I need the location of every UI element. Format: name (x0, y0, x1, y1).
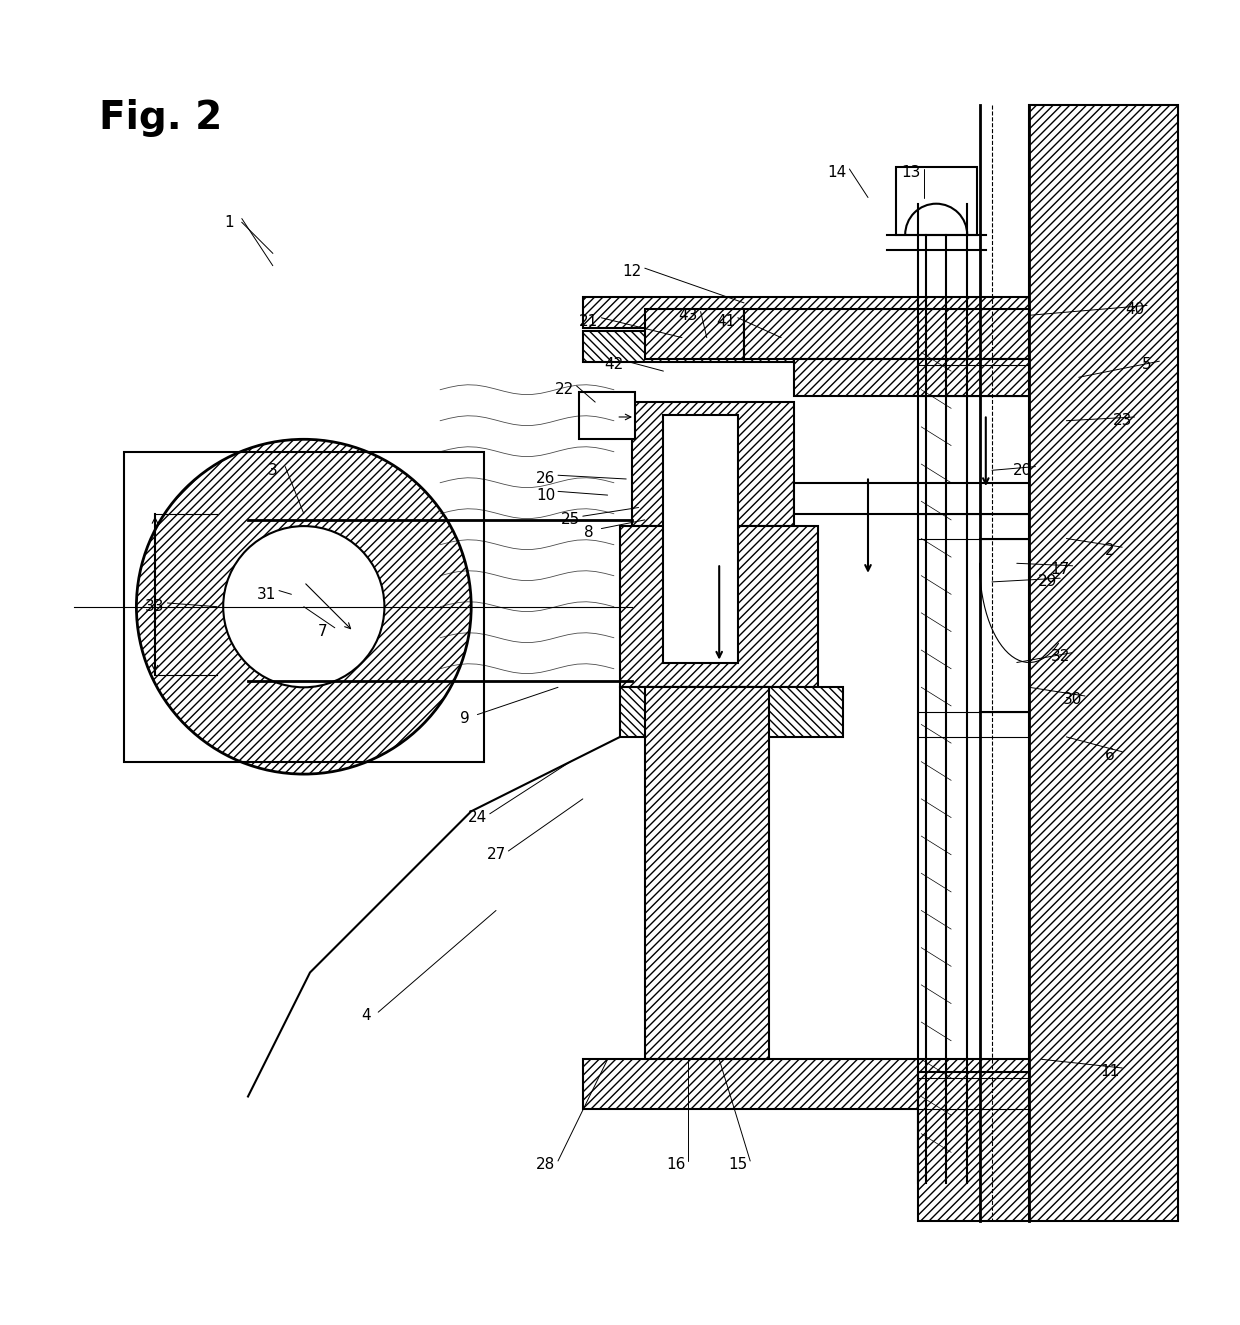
Text: 14: 14 (827, 166, 847, 180)
Text: 41: 41 (715, 314, 735, 329)
Text: 21: 21 (579, 314, 599, 329)
Text: 29: 29 (1038, 575, 1058, 590)
Bar (583, 1059, 1029, 1109)
Text: 3: 3 (268, 462, 278, 478)
Text: 31: 31 (257, 587, 277, 602)
Text: 1: 1 (224, 215, 234, 229)
Bar (583, 297, 1029, 327)
Text: 17: 17 (1050, 562, 1070, 576)
Text: 24: 24 (467, 810, 487, 825)
Text: 2: 2 (1105, 543, 1115, 558)
Text: 15: 15 (728, 1157, 748, 1173)
Text: 27: 27 (486, 847, 506, 863)
Bar (1029, 105, 1178, 1220)
Text: 26: 26 (536, 472, 556, 486)
Bar (794, 359, 1029, 396)
Bar (645, 688, 769, 1059)
Bar (124, 452, 484, 762)
Text: 12: 12 (622, 265, 642, 280)
Bar (620, 688, 843, 737)
Bar (620, 526, 818, 688)
Text: 13: 13 (901, 166, 921, 180)
Text: 20: 20 (1013, 462, 1033, 478)
Text: 42: 42 (604, 358, 624, 372)
Bar (744, 309, 1029, 359)
Text: 33: 33 (145, 599, 165, 615)
Circle shape (223, 526, 384, 688)
Text: 10: 10 (536, 488, 556, 502)
Bar (895, 167, 977, 235)
Bar (1029, 105, 1178, 1220)
Text: 23: 23 (1112, 413, 1132, 428)
Text: 43: 43 (678, 307, 698, 323)
Bar (663, 415, 738, 662)
Text: 30: 30 (1063, 692, 1083, 708)
Bar (632, 401, 794, 526)
Text: 5: 5 (1142, 358, 1152, 372)
Text: 6: 6 (1105, 749, 1115, 763)
Text: 4: 4 (361, 1008, 371, 1023)
Text: Fig. 2: Fig. 2 (99, 99, 222, 138)
Text: 7: 7 (317, 624, 327, 639)
Text: 16: 16 (666, 1157, 686, 1173)
Bar (918, 1072, 1029, 1220)
Bar (583, 331, 1029, 363)
Text: 8: 8 (584, 525, 594, 539)
Text: 22: 22 (554, 382, 574, 398)
Text: 40: 40 (1125, 302, 1145, 317)
Text: 11: 11 (1100, 1064, 1120, 1079)
Circle shape (136, 440, 471, 774)
Text: 28: 28 (536, 1157, 556, 1173)
Text: 9: 9 (460, 710, 470, 726)
Text: 32: 32 (1050, 649, 1070, 664)
Bar (579, 392, 635, 440)
Bar (794, 482, 1029, 514)
Bar (645, 309, 744, 359)
Text: 25: 25 (560, 513, 580, 527)
